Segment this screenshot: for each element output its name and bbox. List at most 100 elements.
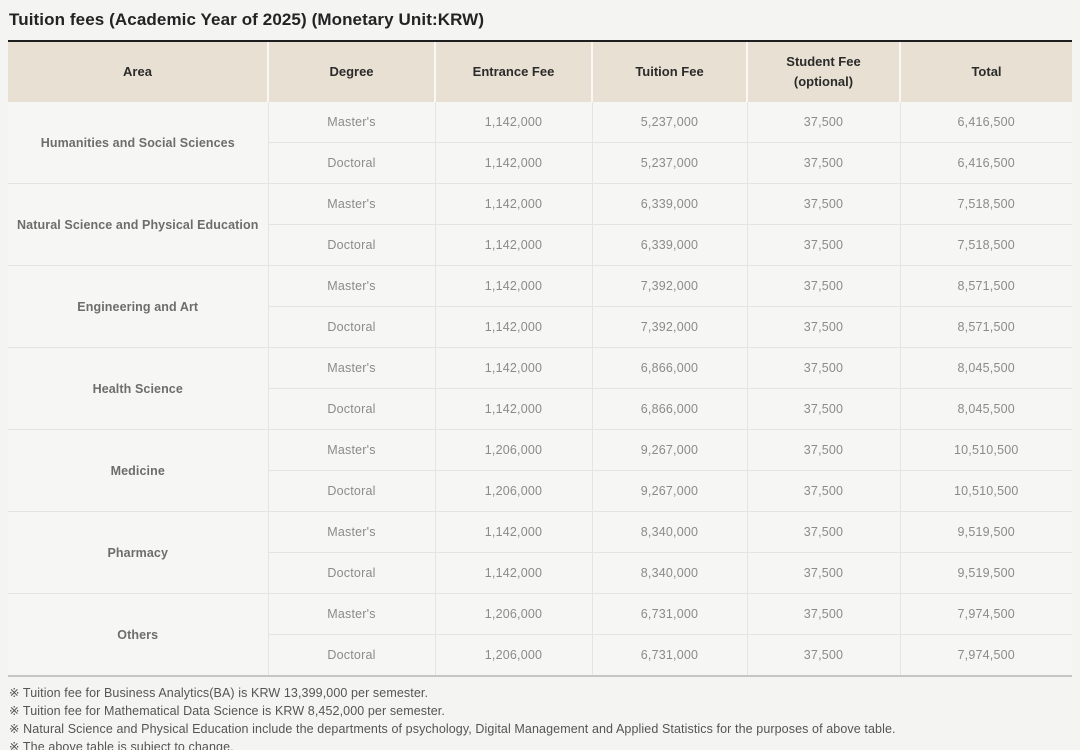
tuition-fee-cell: 6,339,000 bbox=[591, 183, 747, 225]
total-cell: 7,518,500 bbox=[899, 224, 1072, 266]
student-fee-cell: 37,500 bbox=[746, 102, 900, 143]
table-row: Doctoral 1,142,000 7,392,000 37,500 8,571,50… bbox=[8, 306, 1072, 348]
total-cell: 6,416,500 bbox=[899, 102, 1072, 143]
table-row: Engineering and Art Master's 1,142,000 7,39… bbox=[8, 265, 1072, 348]
column-header-entrance-fee: Entrance Fee bbox=[434, 40, 592, 102]
student-fee-label-line1: Student Fee bbox=[786, 53, 861, 69]
total-cell: 9,519,500 bbox=[899, 511, 1072, 553]
degree-cell: Doctoral bbox=[267, 142, 435, 184]
student-fee-cell: 37,500 bbox=[746, 388, 900, 430]
entrance-fee-cell: 1,206,000 bbox=[434, 634, 592, 677]
table-row: Pharmacy Master's 1,142,000 8,340,000 37,500… bbox=[8, 511, 1072, 594]
footnote: ※ Natural Science and Physical Education… bbox=[9, 722, 896, 736]
student-fee-cell: 37,500 bbox=[746, 224, 900, 266]
table-row: Natural Science and Physical Education Ma… bbox=[8, 183, 1072, 266]
degree-cell: Doctoral bbox=[267, 552, 435, 594]
area-cell: Pharmacy bbox=[8, 511, 268, 594]
entrance-fee-cell: 1,142,000 bbox=[434, 388, 592, 430]
degree-cell: Master's bbox=[267, 429, 435, 471]
tuition-fee-cell: 7,392,000 bbox=[591, 306, 747, 348]
table-row: Health Science Master's 1,142,000 6,866,000… bbox=[8, 347, 1072, 430]
entrance-fee-cell: 1,142,000 bbox=[434, 552, 592, 594]
entrance-fee-cell: 1,142,000 bbox=[434, 306, 592, 348]
total-cell: 8,571,500 bbox=[899, 306, 1072, 348]
student-fee-cell: 37,500 bbox=[746, 142, 900, 184]
table-row: Doctoral 1,142,000 8,340,000 37,500 9,519,50… bbox=[8, 552, 1072, 594]
tuition-fee-cell: 6,731,000 bbox=[591, 634, 747, 677]
table-row: Others Master's 1,206,000 6,731,000 37,500 7,… bbox=[8, 593, 1072, 677]
tuition-fee-cell: 5,237,000 bbox=[591, 142, 747, 184]
total-cell: 9,519,500 bbox=[899, 552, 1072, 594]
total-cell: 8,571,500 bbox=[899, 265, 1072, 307]
column-header-total: Total bbox=[899, 40, 1072, 102]
total-cell: 6,416,500 bbox=[899, 142, 1072, 184]
column-header-area: Area bbox=[8, 40, 268, 102]
student-fee-cell: 37,500 bbox=[746, 593, 900, 635]
entrance-fee-cell: 1,206,000 bbox=[434, 429, 592, 471]
degree-cell: Doctoral bbox=[267, 306, 435, 348]
table-row: Medicine Master's 1,206,000 9,267,000 37,500… bbox=[8, 429, 1072, 512]
area-cell: Natural Science and Physical Education bbox=[8, 183, 268, 266]
degree-cell: Master's bbox=[267, 102, 435, 143]
tuition-fee-cell: 6,866,000 bbox=[591, 388, 747, 430]
student-fee-cell: 37,500 bbox=[746, 552, 900, 594]
area-cell: Engineering and Art bbox=[8, 265, 268, 348]
student-fee-cell: 37,500 bbox=[746, 265, 900, 307]
degree-cell: Doctoral bbox=[267, 224, 435, 266]
tuition-fee-cell: 6,339,000 bbox=[591, 224, 747, 266]
entrance-fee-cell: 1,206,000 bbox=[434, 593, 592, 635]
total-cell: 10,510,500 bbox=[899, 429, 1072, 471]
table-row: Humanities and Social Sciences Master's 1,… bbox=[8, 102, 1072, 184]
entrance-fee-cell: 1,142,000 bbox=[434, 347, 592, 389]
table-body: Humanities and Social Sciences Master's 1,… bbox=[8, 102, 1072, 677]
student-fee-cell: 37,500 bbox=[746, 634, 900, 677]
student-fee-cell: 37,500 bbox=[746, 511, 900, 553]
tuition-fee-cell: 9,267,000 bbox=[591, 470, 747, 512]
footnote: ※ The above table is subject to change. bbox=[9, 740, 234, 750]
tuition-fees-table: Area Degree Entrance Fee Tuition Fee Stu… bbox=[8, 40, 1072, 677]
degree-cell: Master's bbox=[267, 593, 435, 635]
entrance-fee-cell: 1,142,000 bbox=[434, 183, 592, 225]
column-header-tuition-fee: Tuition Fee bbox=[591, 40, 747, 102]
student-fee-cell: 37,500 bbox=[746, 306, 900, 348]
entrance-fee-cell: 1,142,000 bbox=[434, 142, 592, 184]
column-header-student-fee: Student Fee (optional) bbox=[746, 40, 900, 102]
total-cell: 8,045,500 bbox=[899, 388, 1072, 430]
degree-cell: Master's bbox=[267, 347, 435, 389]
tuition-fee-cell: 9,267,000 bbox=[591, 429, 747, 471]
area-cell: Humanities and Social Sciences bbox=[8, 102, 268, 184]
degree-cell: Doctoral bbox=[267, 470, 435, 512]
table-row: Doctoral 1,142,000 6,866,000 37,500 8,045,50… bbox=[8, 388, 1072, 430]
student-fee-cell: 37,500 bbox=[746, 429, 900, 471]
table-header: Area Degree Entrance Fee Tuition Fee Stu… bbox=[8, 40, 1072, 102]
entrance-fee-cell: 1,142,000 bbox=[434, 224, 592, 266]
total-cell: 7,518,500 bbox=[899, 183, 1072, 225]
total-cell: 7,974,500 bbox=[899, 593, 1072, 635]
degree-cell: Master's bbox=[267, 265, 435, 307]
header-row: Area Degree Entrance Fee Tuition Fee Stu… bbox=[8, 40, 1072, 102]
degree-cell: Master's bbox=[267, 183, 435, 225]
tuition-fee-cell: 8,340,000 bbox=[591, 552, 747, 594]
degree-cell: Doctoral bbox=[267, 634, 435, 677]
footnotes: ※ Tuition fee for Business Analytics(BA)… bbox=[9, 684, 1072, 750]
table-row: Doctoral 1,206,000 9,267,000 37,500 10,510,5… bbox=[8, 470, 1072, 512]
entrance-fee-cell: 1,142,000 bbox=[434, 511, 592, 553]
tuition-fee-cell: 5,237,000 bbox=[591, 102, 747, 143]
footnote: ※ Tuition fee for Mathematical Data Scie… bbox=[9, 704, 445, 718]
tuition-fee-cell: 8,340,000 bbox=[591, 511, 747, 553]
table-row: Doctoral 1,206,000 6,731,000 37,500 7,974,50… bbox=[8, 634, 1072, 677]
entrance-fee-cell: 1,206,000 bbox=[434, 470, 592, 512]
student-fee-cell: 37,500 bbox=[746, 183, 900, 225]
table-row: Doctoral 1,142,000 6,339,000 37,500 7,518,50… bbox=[8, 224, 1072, 266]
tuition-fee-cell: 6,866,000 bbox=[591, 347, 747, 389]
table-row: Doctoral 1,142,000 5,237,000 37,500 6,416,50… bbox=[8, 142, 1072, 184]
student-fee-label-line2: (optional) bbox=[793, 74, 854, 89]
degree-cell: Master's bbox=[267, 511, 435, 553]
degree-cell: Doctoral bbox=[267, 388, 435, 430]
entrance-fee-cell: 1,142,000 bbox=[434, 265, 592, 307]
area-cell: Health Science bbox=[8, 347, 268, 430]
footnote: ※ Tuition fee for Business Analytics(BA)… bbox=[9, 686, 429, 700]
tuition-fee-cell: 6,731,000 bbox=[591, 593, 747, 635]
total-cell: 10,510,500 bbox=[899, 470, 1072, 512]
